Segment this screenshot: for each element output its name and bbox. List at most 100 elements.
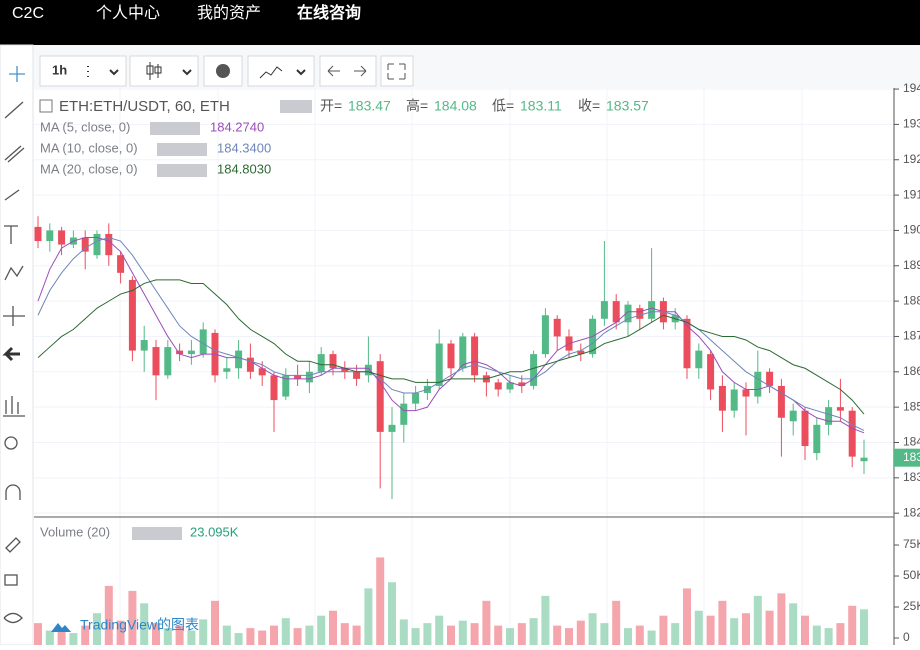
volume-bar — [694, 610, 703, 645]
candle-body — [754, 371, 762, 397]
candle-body — [81, 237, 89, 252]
volume-bar — [576, 620, 585, 645]
candle-body — [305, 371, 313, 383]
candle-body — [683, 318, 691, 369]
candle-body — [246, 357, 254, 372]
volume-bar — [435, 615, 444, 645]
volume-bar — [447, 625, 455, 645]
volume-bar — [730, 618, 739, 645]
volume-bar — [765, 610, 774, 645]
volume-bar — [234, 633, 243, 645]
candle-body — [801, 410, 809, 447]
candle-body — [105, 233, 113, 256]
indicator-icon — [259, 66, 283, 79]
ohlc-label: 低= — [492, 98, 514, 114]
volume-bar — [93, 613, 101, 645]
ma-line — [37, 236, 865, 431]
volume-bar — [352, 625, 361, 645]
watermark: TradingView的图表 — [80, 617, 199, 633]
candle-body — [34, 226, 42, 242]
volume-tick-label: 0 — [903, 630, 910, 644]
ma-legend-name: MA (5, close, 0) — [40, 119, 130, 134]
candle-body — [494, 382, 502, 390]
volume-legend-value: 23.095K — [190, 524, 239, 539]
interval[interactable]: 1h — [52, 62, 67, 77]
nav-link[interactable]: 个人中心 — [96, 4, 160, 22]
volume-bar — [812, 625, 821, 645]
volume-bar — [494, 625, 503, 645]
volume-bar — [45, 630, 54, 645]
chart-type-button[interactable] — [129, 55, 199, 87]
volume-bar — [801, 615, 809, 645]
candle-body — [282, 375, 290, 397]
volume-bar — [175, 625, 184, 645]
candle-body — [412, 393, 420, 404]
volume-bar — [624, 628, 632, 645]
volume-bar — [211, 600, 219, 645]
candle-body — [93, 233, 101, 256]
candle-body — [825, 407, 833, 425]
volume-bar — [824, 628, 833, 645]
candle-body — [270, 375, 278, 401]
volume-bar — [470, 623, 479, 645]
volume-bar — [293, 628, 302, 645]
price-tag-label: 183.57 — [903, 450, 920, 464]
gear-icon — [216, 64, 230, 78]
volume-bar — [246, 628, 255, 645]
candle-body — [447, 343, 455, 369]
volume-bar — [258, 630, 267, 645]
volume-bar — [458, 620, 467, 645]
indicators-button[interactable] — [247, 55, 315, 87]
candle-body — [848, 410, 856, 457]
ma-legend-icons — [157, 164, 207, 177]
y-tick-label: 189 — [903, 258, 920, 272]
fs-icon — [387, 63, 406, 80]
volume-bar — [588, 613, 597, 645]
volume-bar — [270, 625, 278, 645]
ma-legend-value: 184.2740 — [210, 119, 264, 134]
y-tick-label: 194 — [903, 81, 920, 95]
volume-bar — [506, 628, 514, 645]
ohlc-label: 收= — [578, 98, 600, 114]
volume-bar — [317, 615, 326, 645]
candle-body — [813, 424, 821, 454]
candle-body — [128, 279, 136, 351]
volume-bar — [69, 633, 78, 645]
volume-bar — [411, 628, 420, 645]
candle-body — [730, 389, 738, 411]
y-tick-label: 184 — [903, 435, 920, 449]
candle-body — [577, 350, 585, 355]
legend: MA (5, close, 0) 184.2740 MA (10, close, 0… — [40, 98, 649, 540]
ohlc-value: 183.57 — [606, 98, 649, 114]
volume-bar — [423, 623, 432, 645]
nav-link[interactable]: 在线咨询 — [297, 3, 361, 22]
ma-legend-icons — [150, 122, 200, 135]
ma-legend-name: MA (20, close, 0) — [40, 161, 138, 176]
title-icons[interactable] — [280, 100, 312, 113]
candle-body — [506, 382, 514, 390]
candle-body — [530, 354, 538, 386]
collapse-icon[interactable] — [39, 99, 53, 113]
volume-bar — [376, 557, 385, 645]
y-tick-label: 192 — [903, 152, 920, 166]
candle-body — [176, 350, 184, 355]
volume-bar — [305, 625, 314, 645]
volume-tick-label: 25K — [903, 599, 920, 613]
ohlc-value: 183.11 — [520, 98, 562, 114]
candle-body — [341, 368, 349, 372]
fullscreen-button[interactable] — [380, 55, 414, 87]
volume-bar — [860, 609, 868, 645]
y-tick-label: 185 — [903, 399, 920, 413]
candle-body — [541, 315, 549, 355]
candle-body — [235, 350, 243, 369]
candle-body — [718, 385, 726, 411]
volume-bar — [399, 619, 408, 645]
candle-body — [258, 368, 266, 376]
volume-bar — [187, 630, 196, 645]
y-tick-label: 190 — [903, 223, 920, 237]
brand[interactable]: C2C — [12, 5, 44, 22]
candle-body — [435, 343, 443, 386]
y-tick-label: 191 — [903, 187, 920, 201]
nav-link[interactable]: 我的资产 — [197, 4, 261, 22]
